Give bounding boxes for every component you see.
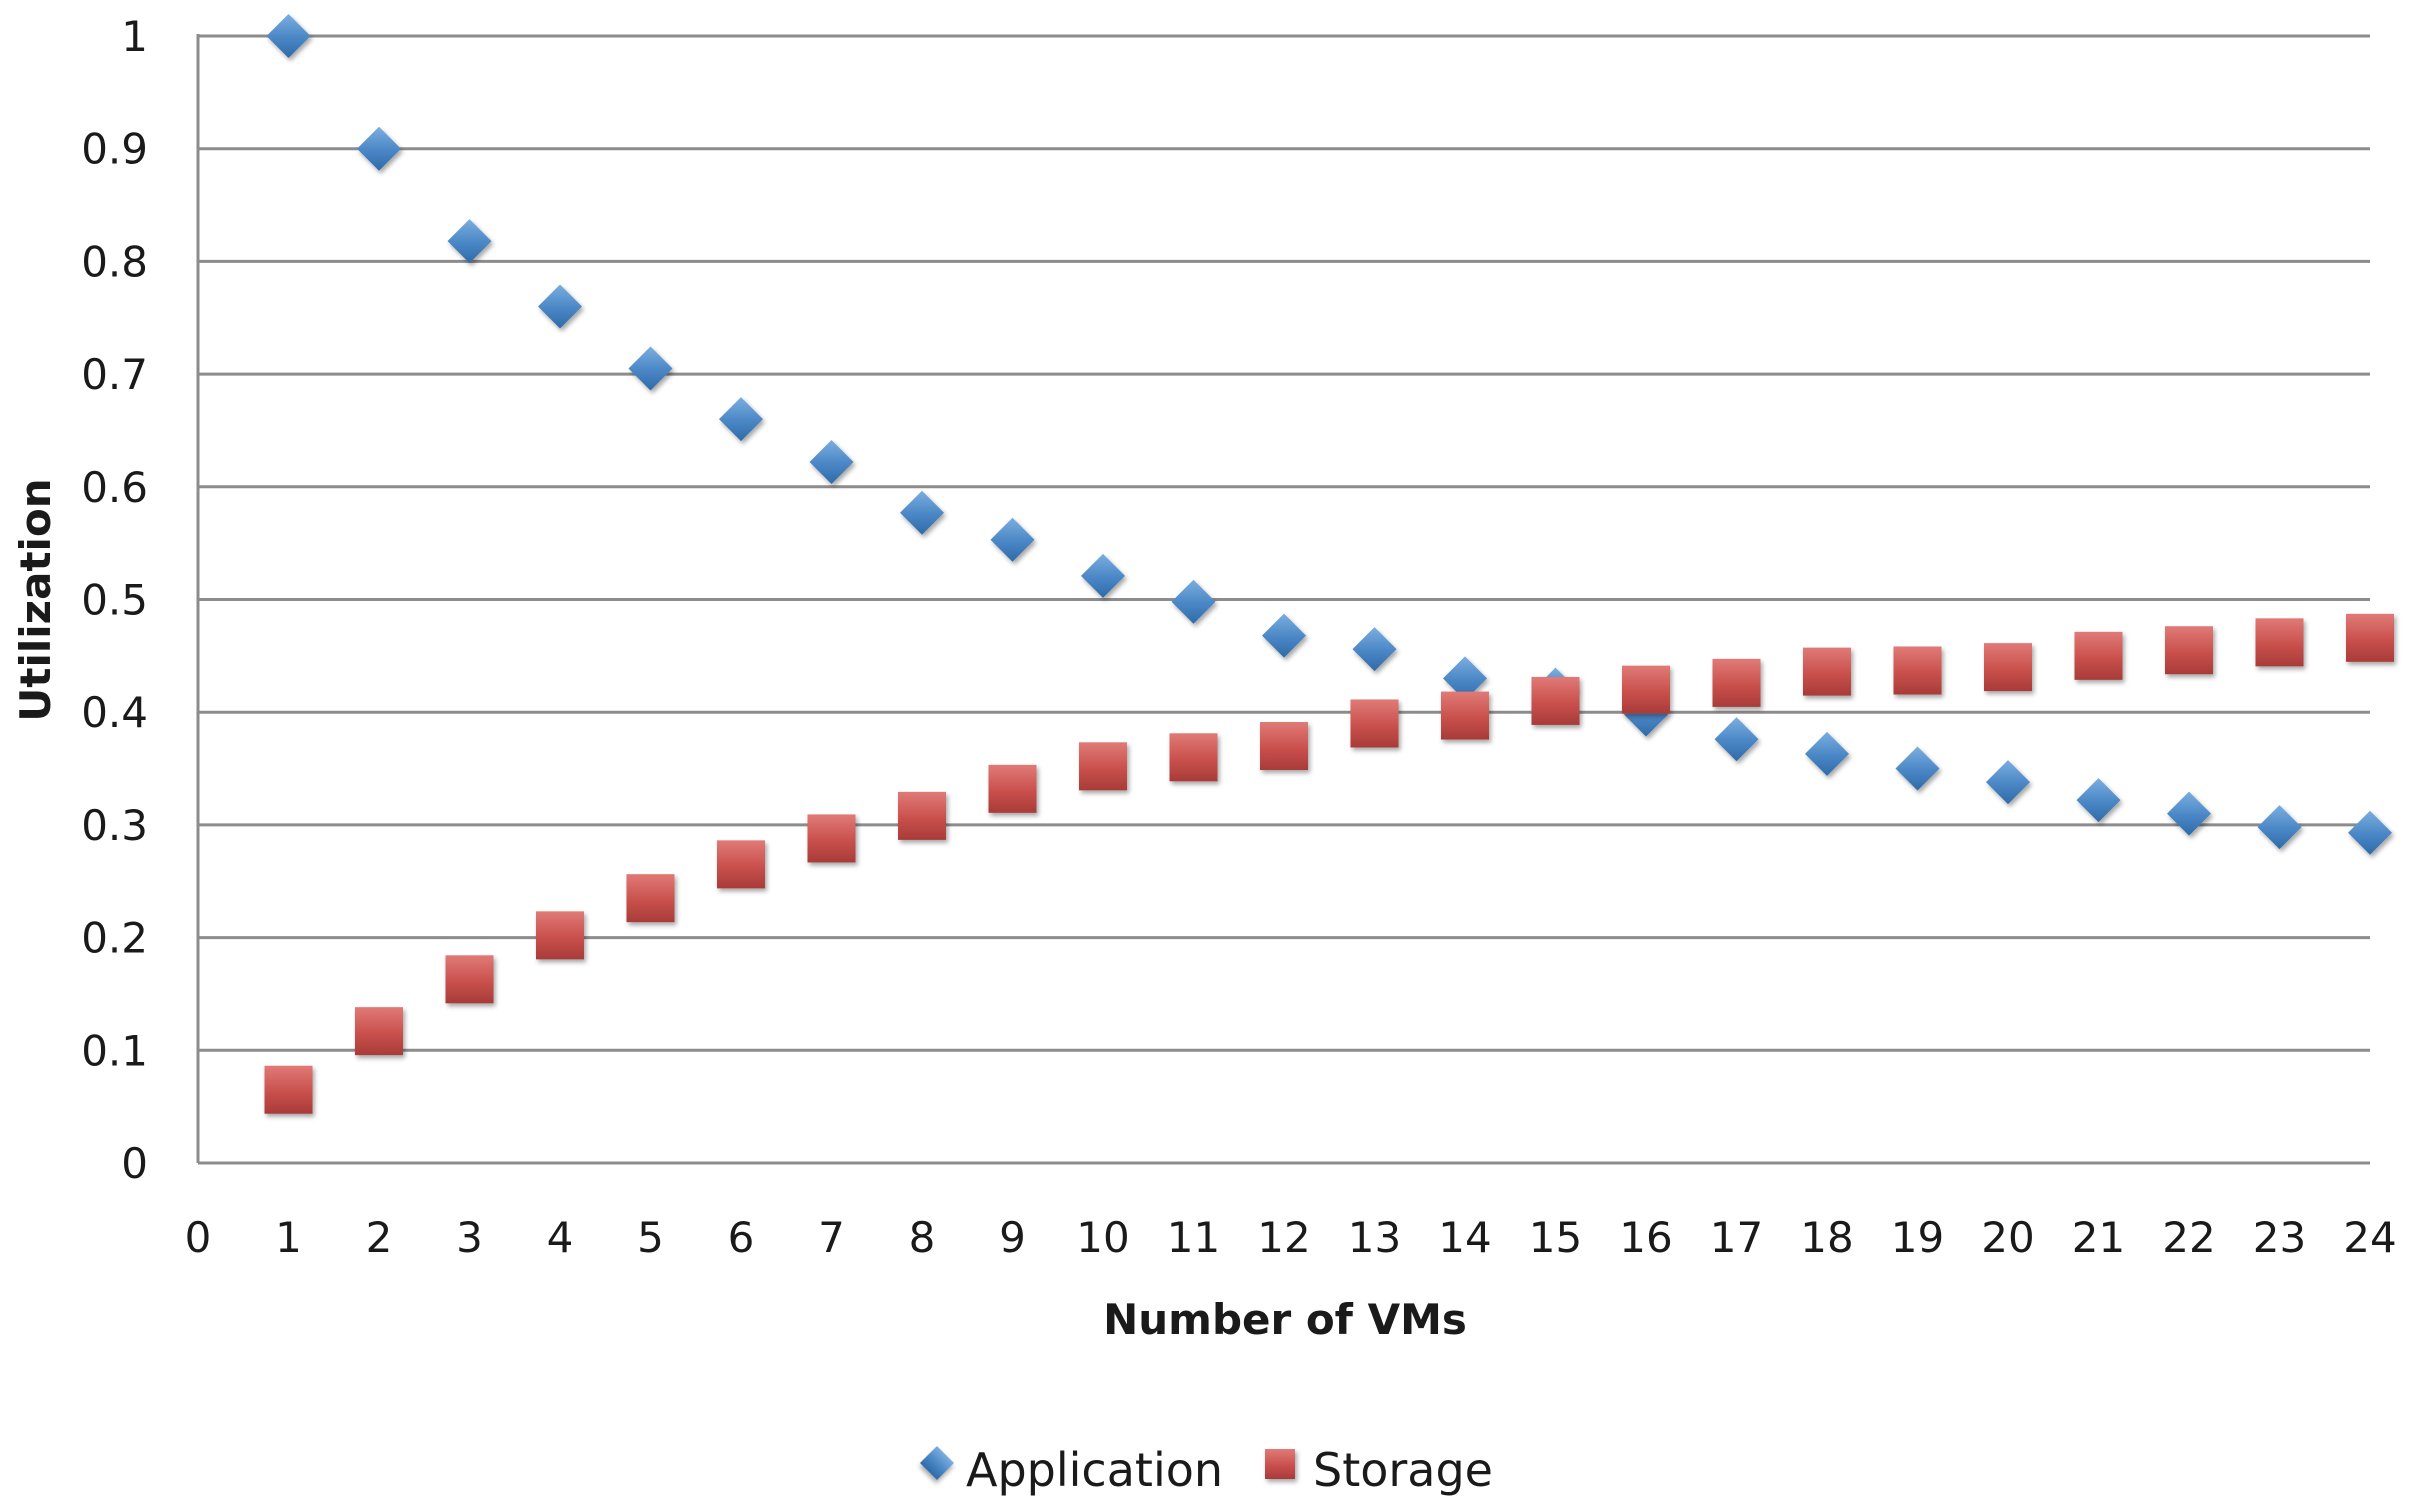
storage-point bbox=[536, 911, 584, 960]
application-point bbox=[266, 14, 311, 58]
storage-point bbox=[1350, 699, 1399, 748]
application-point bbox=[1352, 627, 1397, 672]
storage-point bbox=[1712, 658, 1761, 707]
storage-point bbox=[717, 840, 765, 889]
storage-point bbox=[264, 1065, 313, 1114]
storage-point bbox=[1803, 647, 1851, 696]
x-tick-label: 8 bbox=[909, 1213, 936, 1262]
y-tick-label: 0.5 bbox=[81, 576, 148, 625]
x-axis-title: Number of VMs bbox=[1103, 1295, 1467, 1344]
y-tick-label: 0.3 bbox=[81, 801, 148, 850]
x-tick-label: 18 bbox=[1800, 1213, 1853, 1262]
x-tick-labels: 0 1 2 3 4 5 6 7 8 9 10 11 12 13 14 15 16 17 18 19 20 21 22 23 24 bbox=[185, 1213, 2397, 1262]
x-tick-label: 23 bbox=[2253, 1213, 2306, 1262]
storage-point bbox=[1441, 691, 1489, 740]
x-tick-label: 22 bbox=[2162, 1213, 2215, 1262]
y-tick-label: 0.9 bbox=[81, 125, 148, 174]
application-point bbox=[1171, 579, 1216, 624]
storage-point bbox=[2255, 618, 2304, 667]
y-tick-label: 0.2 bbox=[81, 914, 148, 963]
application-point bbox=[2167, 791, 2211, 836]
x-tick-label: 20 bbox=[1981, 1213, 2034, 1262]
x-tick-label: 10 bbox=[1076, 1213, 1129, 1262]
x-tick-label: 21 bbox=[2072, 1213, 2125, 1262]
storage-point bbox=[898, 791, 946, 840]
x-tick-label: 13 bbox=[1348, 1213, 1401, 1262]
legend-label-application: Application bbox=[966, 1443, 1223, 1497]
application-point bbox=[2257, 805, 2302, 850]
legend-application-diamond-icon bbox=[920, 1446, 954, 1480]
application-point bbox=[1262, 613, 1306, 658]
gridlines bbox=[198, 34, 2370, 1052]
x-tick-label: 9 bbox=[999, 1213, 1026, 1262]
application-point bbox=[809, 440, 854, 485]
storage-point bbox=[807, 814, 856, 863]
y-axis-title: Utilization bbox=[11, 478, 60, 721]
application-point bbox=[719, 397, 763, 442]
y-tick-label: 1 bbox=[121, 12, 148, 61]
x-tick-label: 12 bbox=[1257, 1213, 1310, 1262]
application-point bbox=[628, 346, 673, 391]
x-tick-label: 7 bbox=[818, 1213, 845, 1262]
y-tick-labels: 0 0.1 0.2 0.3 0.4 0.5 0.6 0.7 0.8 0.9 1 bbox=[81, 12, 148, 1188]
application-point bbox=[1081, 553, 1125, 598]
storage-point bbox=[1893, 646, 1942, 695]
x-tick-label: 11 bbox=[1167, 1213, 1220, 1262]
application-point bbox=[1805, 731, 1849, 776]
storage-point bbox=[1079, 742, 1127, 791]
storage-point bbox=[1169, 733, 1218, 782]
x-tick-label: 16 bbox=[1619, 1213, 1672, 1262]
application-point bbox=[1986, 760, 2030, 805]
x-tick-label: 14 bbox=[1438, 1213, 1491, 1262]
y-tick-label: 0.6 bbox=[81, 463, 148, 512]
application-point bbox=[2076, 778, 2121, 823]
storage-point bbox=[1984, 643, 2032, 692]
storage-point bbox=[445, 955, 494, 1004]
x-tick-label: 5 bbox=[637, 1213, 664, 1262]
storage-point bbox=[1531, 676, 1580, 725]
x-tick-label: 15 bbox=[1529, 1213, 1582, 1262]
series-storage bbox=[264, 613, 2394, 1114]
application-point bbox=[900, 490, 944, 535]
x-tick-label: 0 bbox=[185, 1213, 212, 1262]
x-tick-label: 1 bbox=[275, 1213, 302, 1262]
series-layer bbox=[264, 14, 2394, 1114]
storage-point bbox=[2165, 626, 2213, 675]
storage-point bbox=[1622, 665, 1670, 714]
legend-storage-square-icon bbox=[1265, 1449, 1295, 1479]
application-point bbox=[1895, 746, 1940, 791]
y-tick-label: 0.7 bbox=[81, 350, 148, 399]
y-tick-label: 0 bbox=[121, 1139, 148, 1188]
application-point bbox=[447, 219, 492, 264]
storage-point bbox=[988, 764, 1037, 813]
x-tick-label: 17 bbox=[1710, 1213, 1763, 1262]
application-point bbox=[1443, 656, 1487, 701]
x-tick-label: 3 bbox=[456, 1213, 483, 1262]
x-tick-label: 2 bbox=[366, 1213, 393, 1262]
y-tick-label: 0.8 bbox=[81, 237, 148, 286]
y-tick-label: 0.4 bbox=[81, 688, 148, 737]
storage-point bbox=[2346, 613, 2394, 662]
legend: Application Storage bbox=[920, 1443, 1493, 1497]
x-tick-label: 19 bbox=[1891, 1213, 1944, 1262]
x-tick-label: 4 bbox=[547, 1213, 574, 1262]
axes bbox=[196, 34, 2370, 1165]
x-tick-label: 6 bbox=[728, 1213, 755, 1262]
x-tick-label: 24 bbox=[2343, 1213, 2396, 1262]
application-point bbox=[538, 284, 582, 329]
application-point bbox=[990, 517, 1035, 562]
legend-item-storage: Storage bbox=[1265, 1443, 1493, 1497]
storage-point bbox=[626, 874, 675, 923]
series-application bbox=[266, 14, 2392, 855]
y-tick-label: 0.1 bbox=[81, 1026, 148, 1075]
storage-point bbox=[1260, 722, 1308, 771]
application-point bbox=[357, 126, 401, 171]
application-point bbox=[1714, 717, 1759, 762]
legend-item-application: Application bbox=[920, 1443, 1223, 1497]
application-point bbox=[2348, 810, 2392, 855]
legend-label-storage: Storage bbox=[1313, 1443, 1493, 1497]
storage-point bbox=[355, 1007, 403, 1056]
storage-point bbox=[2074, 631, 2123, 680]
